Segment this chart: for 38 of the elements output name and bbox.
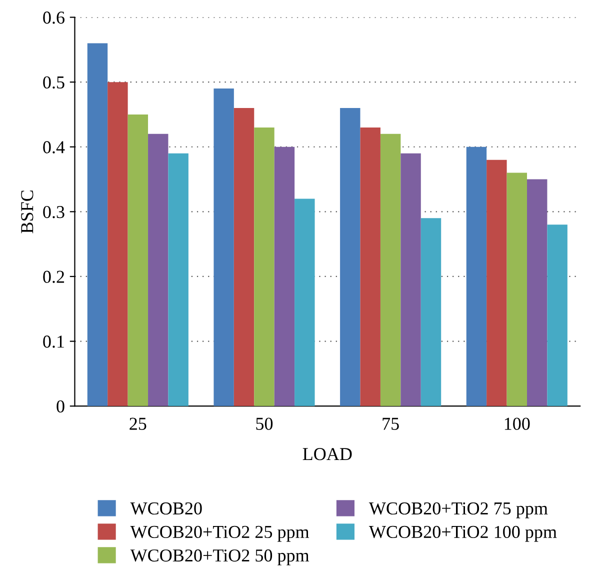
bar [274, 146, 295, 406]
bar [466, 146, 487, 406]
x-tick-label: 50 [256, 418, 273, 430]
y-tick-label: 0.3 [43, 206, 64, 218]
bar [400, 153, 421, 406]
bar [148, 134, 168, 406]
bar [547, 224, 568, 406]
bar [108, 82, 128, 406]
y-tick-label: 0.1 [43, 336, 64, 348]
bar [214, 88, 234, 406]
bar [360, 127, 380, 406]
x-tick-label: 25 [130, 418, 146, 430]
x-tick-label: 75 [382, 418, 399, 430]
y-tick-label: 0.5 [43, 76, 64, 89]
y-tick-label: 0.2 [43, 270, 64, 283]
bar [380, 134, 401, 406]
bar [294, 198, 315, 406]
legend-label: WCOB20+TiO2 100 ppm [368, 526, 557, 542]
legend-label: WCOB20 [130, 502, 202, 515]
x-axis-title: LOAD [302, 448, 352, 460]
x-tick-label: 100 [504, 418, 530, 430]
legend-label: WCOB20+TiO2 25 ppm [130, 526, 310, 542]
y-tick-label: 0.4 [43, 141, 65, 154]
y-axis-title: BSFC [21, 190, 34, 234]
bar [87, 43, 108, 406]
bar [234, 108, 254, 406]
bar [128, 114, 148, 406]
bar [420, 218, 442, 406]
bar [340, 108, 360, 406]
bar [527, 179, 548, 406]
y-tick-label: 0.6 [43, 12, 64, 24]
y-tick-label: 0 [56, 400, 64, 413]
legend-label: WCOB20+TiO2 50 ppm [130, 549, 310, 566]
legend-label: WCOB20+TiO2 75 ppm [368, 502, 548, 518]
bar [486, 160, 507, 406]
bar [254, 127, 274, 406]
bar [506, 172, 527, 406]
bar [168, 153, 188, 406]
